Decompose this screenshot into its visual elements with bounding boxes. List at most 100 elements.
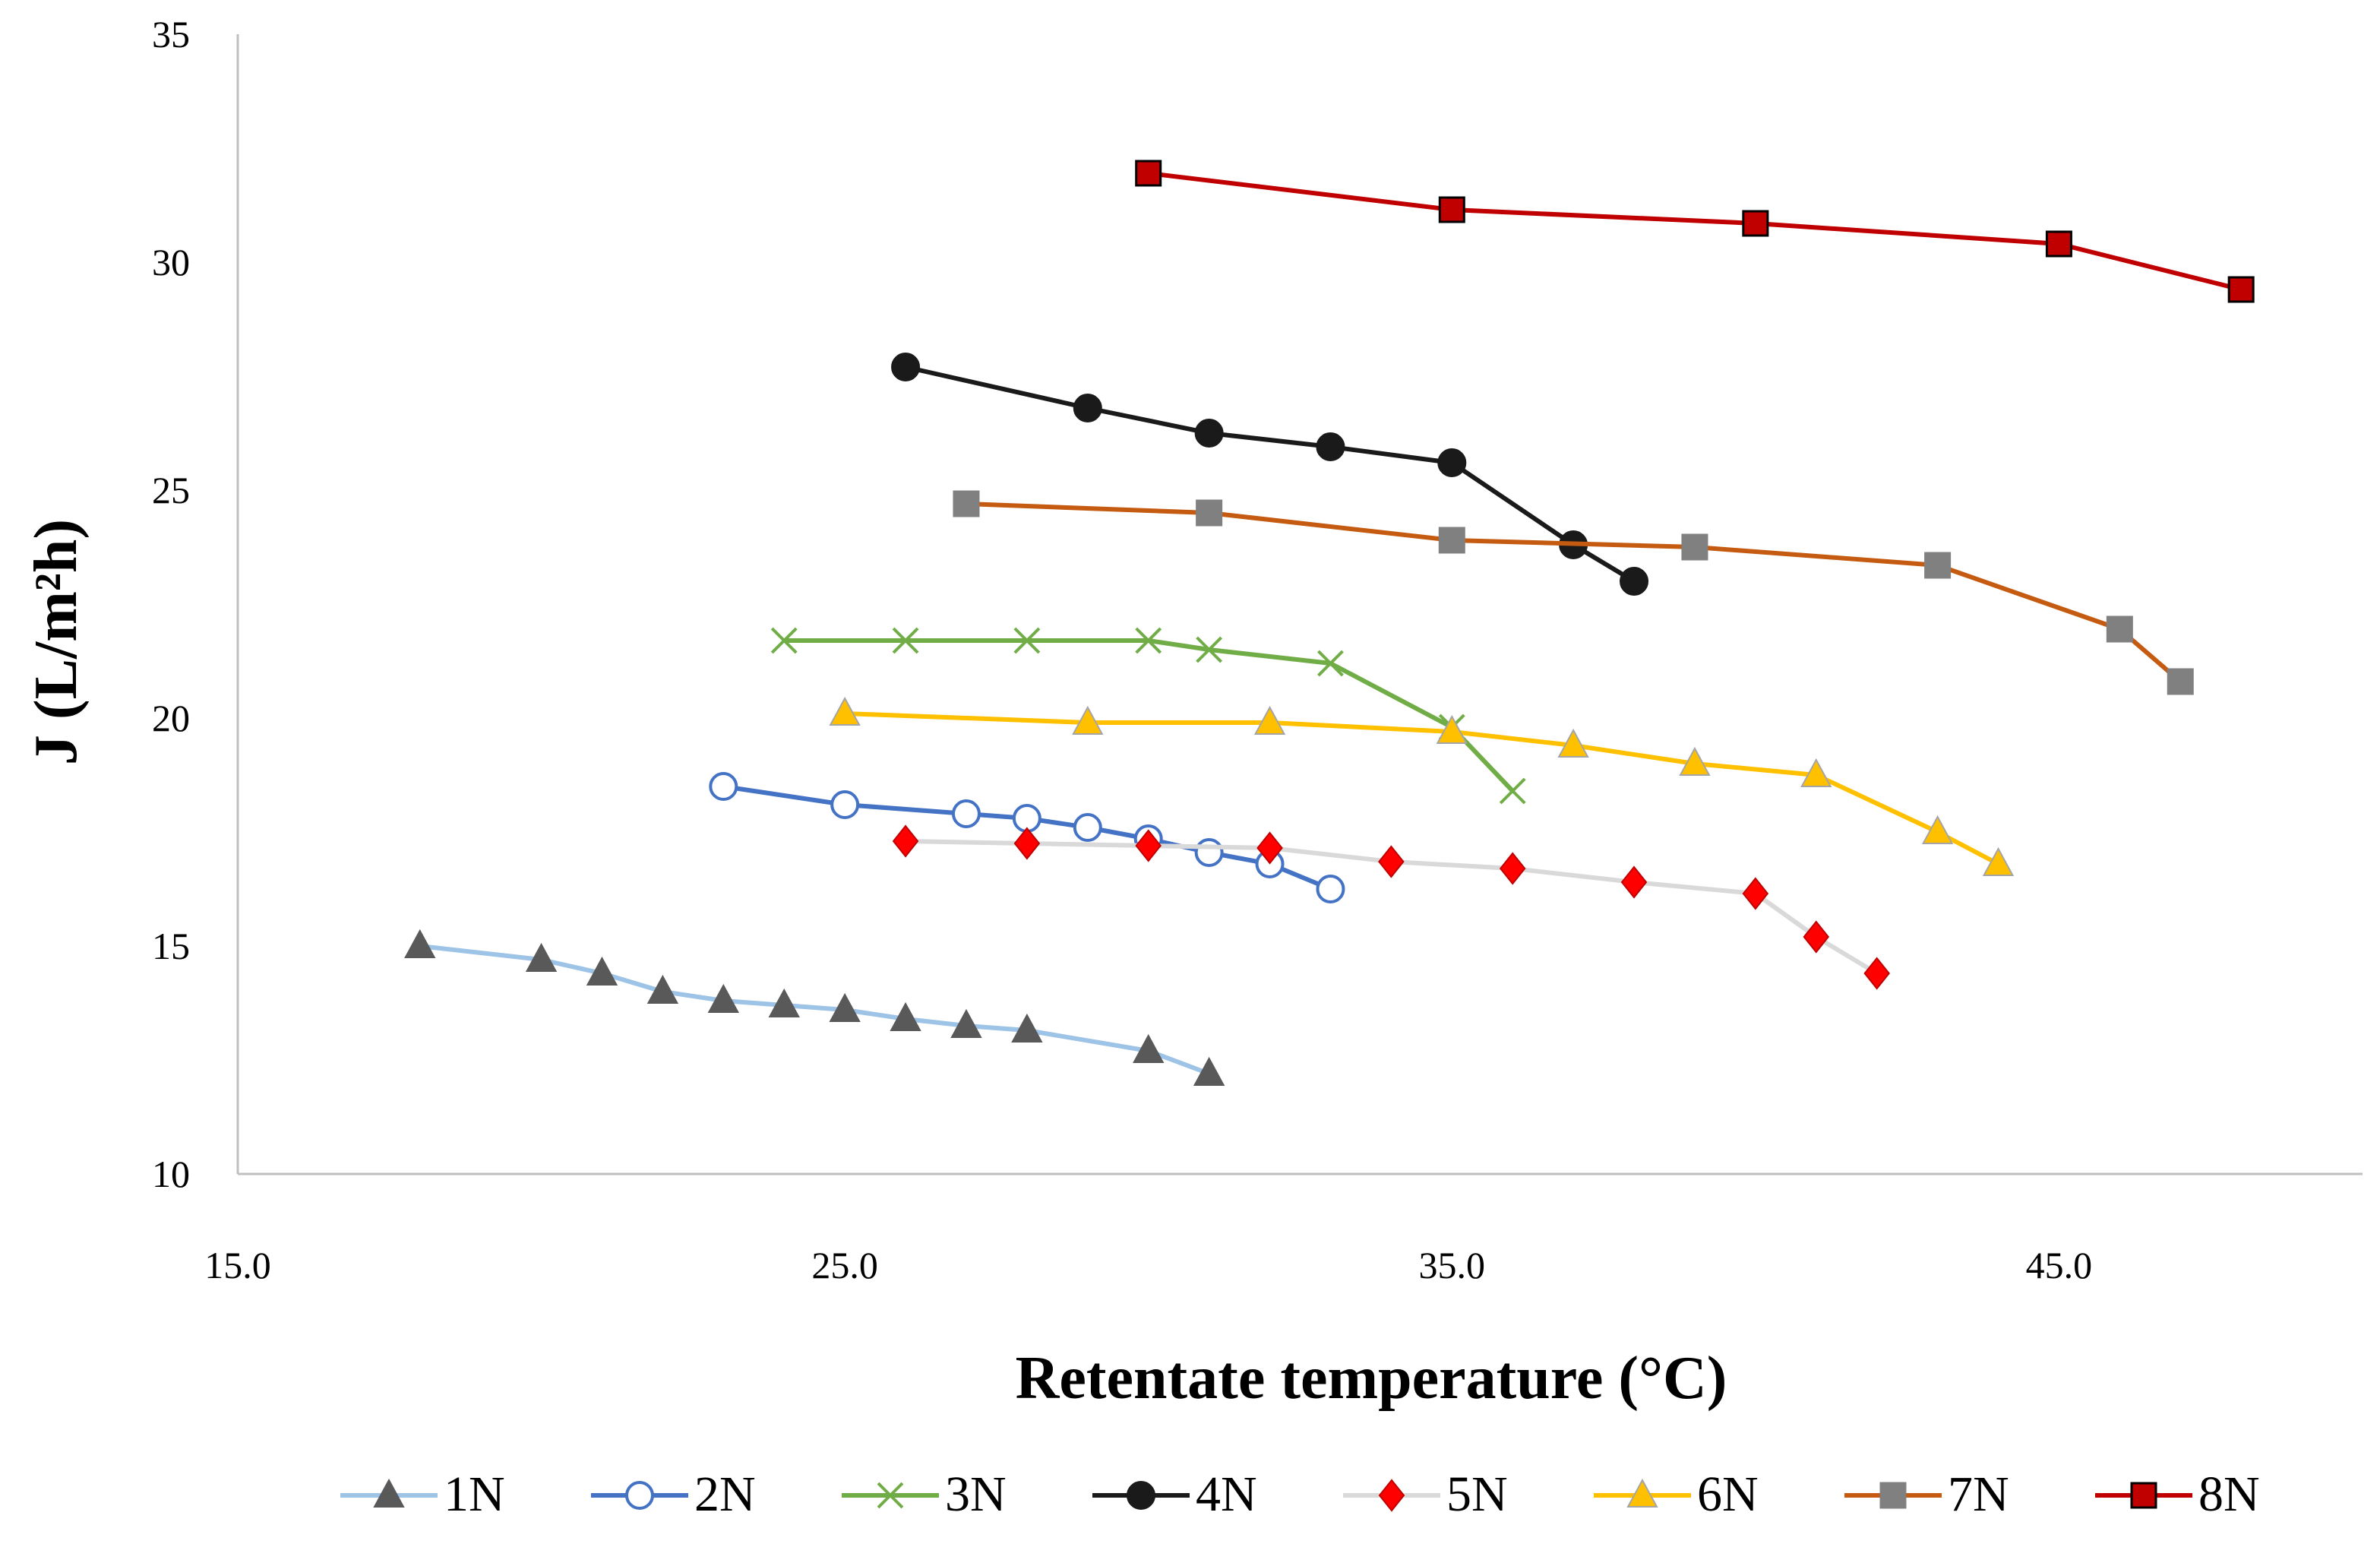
data-point-6n	[1072, 705, 1104, 735]
data-point-3n	[1317, 650, 1344, 677]
y-tick-label: 15	[152, 925, 190, 967]
data-point-2n	[830, 790, 860, 819]
data-point-6n	[1679, 746, 1711, 776]
series-7n	[953, 490, 2194, 695]
data-point-1n	[1133, 1033, 1165, 1063]
data-point-5n	[1135, 829, 1162, 862]
y-tick-label: 25	[152, 469, 190, 511]
data-point-4n	[1316, 432, 1345, 461]
data-point-1n	[950, 1008, 982, 1038]
legend-label-8n: 8N	[2198, 1466, 2260, 1522]
data-point-1n	[829, 992, 861, 1022]
x-tick-label: 45.0	[2026, 1244, 2093, 1286]
legend-marker-8n	[2130, 1482, 2157, 1509]
series-layer	[404, 160, 2255, 1086]
legend-marker-7n	[1879, 1482, 1907, 1509]
legend-marker-5n	[1378, 1479, 1405, 1512]
legend-label-5n: 5N	[1446, 1466, 1508, 1522]
data-point-6n	[1436, 714, 1468, 744]
data-point-7n	[1924, 552, 1952, 579]
data-point-7n	[1196, 499, 1223, 527]
data-point-1n	[890, 1001, 921, 1031]
data-point-3n	[770, 627, 798, 654]
data-point-5n	[1863, 957, 1890, 990]
series-6n	[829, 696, 2015, 876]
legend-label-4n: 4N	[1196, 1466, 1257, 1522]
series-5n	[892, 824, 1890, 990]
x-tick-labels: 15.0 25.0 35.0 45.0	[204, 1244, 2092, 1286]
data-point-8n	[1438, 196, 1465, 223]
x-tick-label: 25.0	[811, 1244, 878, 1286]
legend-marker-6n	[1626, 1478, 1658, 1508]
data-point-7n	[1438, 527, 1465, 554]
y-tick-label: 35	[152, 13, 190, 55]
x-axis-title: Retentate temperature (°C)	[1016, 1345, 1727, 1412]
data-point-6n	[1800, 758, 1832, 787]
data-point-8n	[2227, 276, 2255, 303]
data-point-8n	[1742, 210, 1769, 237]
data-point-7n	[953, 490, 980, 517]
data-point-5n	[1499, 852, 1526, 885]
legend-item-2n: 2N	[591, 1466, 756, 1522]
x-tick-label: 15.0	[204, 1244, 271, 1286]
data-point-6n	[1253, 705, 1286, 735]
data-point-6n	[829, 696, 861, 726]
y-tick-labels: 10 15 20 25 30 35	[152, 13, 190, 1195]
data-point-7n	[2106, 615, 2133, 643]
y-axis-title: J (L/m²h)	[23, 519, 90, 765]
series-line-3n	[782, 638, 1516, 793]
data-point-5n	[1803, 920, 1830, 954]
legend-item-6n: 6N	[1594, 1466, 1759, 1522]
legend-item-5n: 5N	[1343, 1466, 1508, 1522]
data-point-3n	[1013, 627, 1041, 654]
legend-item-3n: 3N	[842, 1466, 1007, 1522]
series-3n	[770, 627, 1526, 805]
legend-label-3n: 3N	[945, 1466, 1007, 1522]
series-line-8n	[1146, 171, 2244, 292]
data-point-1n	[707, 983, 739, 1013]
data-point-2n	[1194, 838, 1224, 867]
series-line-4n	[903, 365, 1637, 584]
data-point-1n	[646, 974, 679, 1004]
data-point-6n	[1921, 815, 1954, 844]
legend-item-1n: 1N	[340, 1466, 505, 1522]
data-point-2n	[1073, 813, 1102, 842]
legend-label-7n: 7N	[1948, 1466, 2009, 1522]
data-point-5n	[1378, 845, 1405, 878]
data-point-3n	[1196, 636, 1223, 663]
y-tick-label: 30	[152, 241, 190, 283]
data-point-8n	[2045, 230, 2072, 258]
plot-axes	[236, 34, 2363, 1175]
data-point-1n	[404, 929, 436, 958]
legend-marker-2n	[625, 1481, 654, 1510]
legend-marker-1n	[373, 1478, 405, 1508]
data-point-6n	[1557, 728, 1589, 758]
data-point-1n	[768, 988, 800, 1017]
legend-marker-4n	[1127, 1481, 1155, 1510]
data-point-3n	[1135, 627, 1162, 654]
data-point-4n	[1194, 419, 1224, 448]
data-point-5n	[1620, 865, 1648, 899]
legend-label-2n: 2N	[694, 1466, 756, 1522]
y-tick-label: 20	[152, 697, 190, 739]
series-line-1n	[417, 944, 1212, 1076]
data-point-3n	[1499, 777, 1526, 805]
data-point-5n	[1742, 877, 1769, 910]
y-tick-label: 10	[152, 1153, 190, 1195]
data-point-2n	[709, 772, 738, 801]
legend-item-7n: 7N	[1844, 1466, 2009, 1522]
series-line-5n	[903, 839, 1879, 976]
legend-marker-3n	[877, 1482, 904, 1509]
data-point-1n	[525, 942, 558, 972]
data-point-3n	[892, 627, 919, 654]
legend-label-6n: 6N	[1697, 1466, 1759, 1522]
data-point-4n	[891, 353, 921, 381]
data-point-7n	[1681, 533, 1708, 561]
series-4n	[891, 353, 1649, 596]
series-8n	[1135, 160, 2255, 303]
data-point-8n	[1135, 160, 1162, 187]
data-point-2n	[1316, 875, 1345, 903]
data-point-1n	[1011, 1013, 1043, 1043]
data-point-6n	[1982, 846, 2015, 876]
